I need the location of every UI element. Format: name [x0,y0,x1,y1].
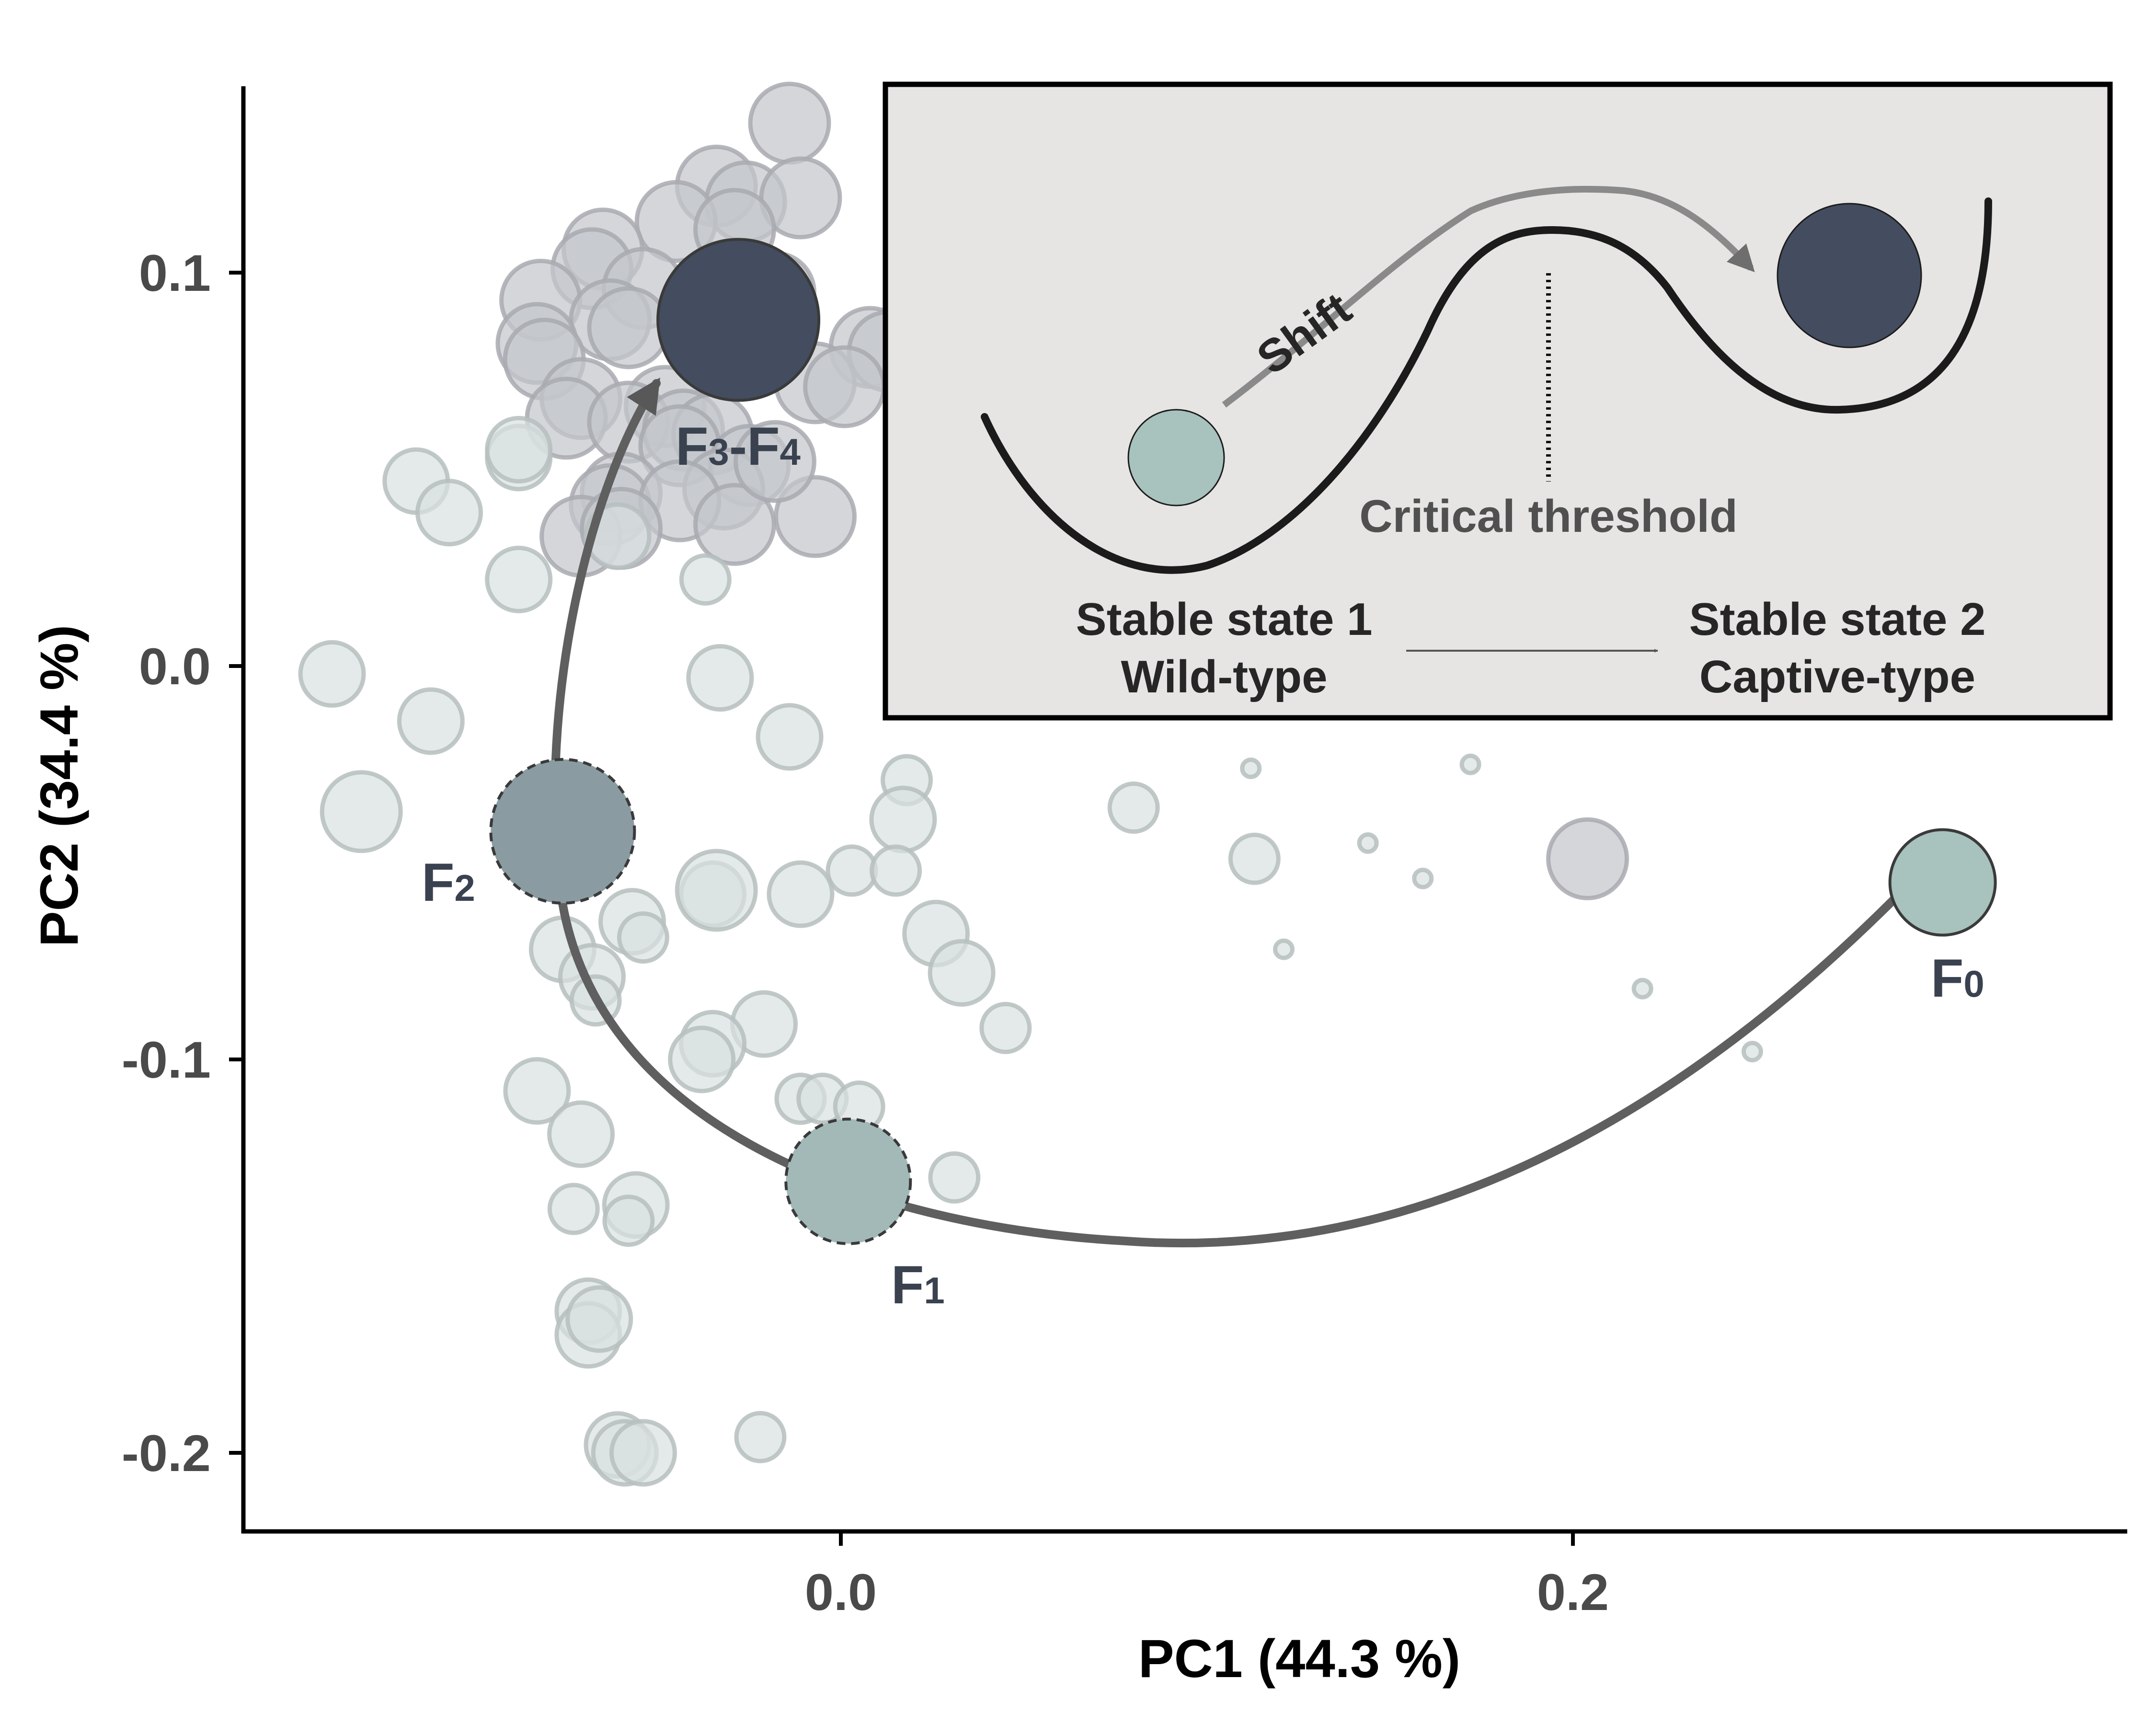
state1-ball [1127,409,1225,506]
shift-arrow [1222,185,1755,408]
generation-label: F3-F4 [676,416,801,476]
data-point [397,687,465,755]
data-point [485,545,553,613]
highlight-labels: F0 F1 F2 F3-F4 [422,416,1984,1315]
data-point [1273,938,1295,960]
data-point [547,1183,600,1235]
data-point [675,849,758,932]
data-point [679,553,732,606]
generation-label: F2 [422,852,475,912]
data-point [1107,782,1160,834]
data-point [869,785,937,853]
data-point [693,483,776,566]
data-point [733,420,816,503]
data-point [734,1411,787,1463]
axis-ticks: 0.0 0.2 0.1 0.0 -0.1 -0.2 [122,244,1609,1621]
data-point [1546,817,1629,900]
data-point [928,939,996,1007]
x-tick-label: 0.2 [1537,1563,1609,1621]
inset-diagram: Shift Critical threshold Stable state 1 … [883,81,2113,721]
state1-title: Stable state 1 [1076,594,1373,645]
state1-type: Wild-type [1121,651,1327,702]
data-point [826,844,878,897]
data-point [547,1100,615,1168]
data-point [756,703,824,771]
inset-box [883,81,2113,721]
data-point [686,644,754,712]
x-tick-label: 0.0 [805,1563,877,1621]
generation-point [784,1117,912,1245]
data-point [503,1057,571,1125]
critical-threshold-label: Critical threshold [1359,491,1737,542]
data-point [748,81,831,165]
data-point [485,415,553,483]
data-point [1741,1041,1763,1063]
data-point [668,1025,736,1093]
data-point [587,286,670,369]
y-tick-label: 0.1 [139,244,211,302]
data-point [870,844,922,897]
y-tick-label: 0.0 [139,637,211,695]
background-points [298,81,1763,1487]
y-tick-label: -0.1 [122,1031,211,1089]
generation-point [656,238,821,402]
data-point [617,911,669,964]
generation-label: F1 [891,1255,945,1315]
data-point [928,1151,981,1204]
state2-ball [1777,203,1922,348]
generation-point [489,758,636,905]
data-point [803,345,886,428]
landscape-curve [981,197,1992,574]
state2-title: Stable state 2 [1689,594,1986,645]
y-tick-label: -0.2 [122,1424,211,1482]
data-point [1357,832,1379,854]
data-point [415,479,483,547]
generation-label: F0 [1931,948,1984,1008]
highlight-points [489,238,1997,1245]
data-point [767,860,835,928]
state2-type: Captive-type [1699,651,1975,702]
data-point [320,770,403,853]
data-point [1631,978,1653,1000]
x-axis-title: PC1 (44.3 %) [1138,1629,1460,1689]
data-point [602,1195,655,1247]
data-point [298,640,366,708]
data-point [979,1001,1032,1054]
data-point [1412,867,1434,889]
generation-point [1888,828,1997,937]
data-point [584,502,652,570]
data-point [1240,757,1262,779]
data-point [1228,832,1281,885]
data-point [565,1285,633,1353]
data-point [609,1419,677,1487]
data-point [1459,753,1481,775]
y-axis-title: PC2 (34.4 %) [29,625,89,947]
